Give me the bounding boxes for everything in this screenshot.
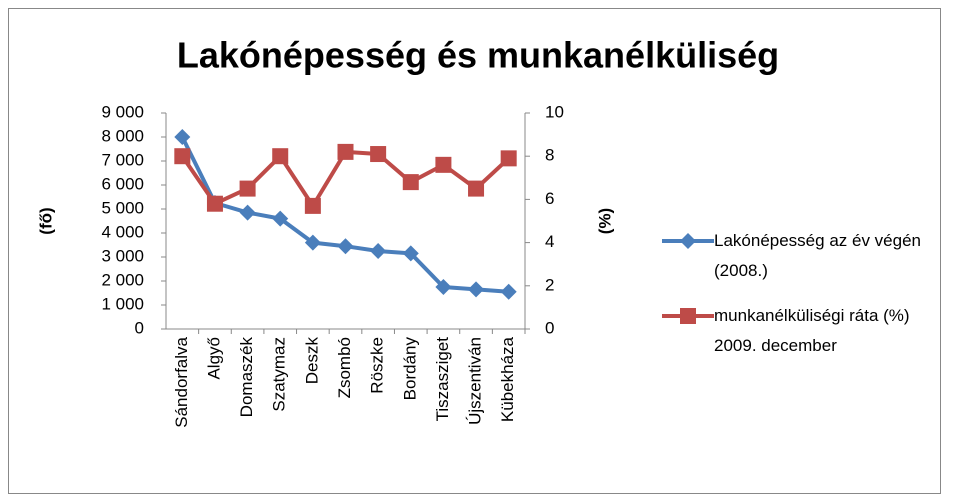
y-tick-label: 7 000 — [101, 150, 144, 169]
y2-tick-label: 6 — [545, 189, 554, 208]
y-tick-label: 6 000 — [101, 174, 144, 193]
marker — [370, 243, 387, 259]
x-tick-label: Deszk — [302, 337, 321, 385]
marker — [402, 245, 419, 262]
marker — [337, 238, 354, 255]
marker — [174, 129, 191, 145]
marker — [239, 180, 256, 197]
marker — [500, 150, 517, 167]
legend-entry: munkanélküliségi ráta (%) 2009. december — [662, 301, 947, 361]
y-tick-label: 1 000 — [101, 294, 144, 313]
marker — [402, 174, 419, 191]
y-tick-label: 0 — [135, 318, 144, 337]
y-tick-label: 3 000 — [101, 246, 144, 265]
y2-axis-label: (%) — [595, 208, 614, 234]
marker — [500, 283, 517, 300]
y-axis-label: (fő) — [36, 207, 55, 234]
y-tick-label: 4 000 — [101, 222, 144, 241]
x-tick-label: Bordány — [400, 337, 419, 401]
chart-title: Lakónépesség és munkanélküliség — [177, 35, 779, 76]
marker — [468, 281, 485, 298]
legend-swatch — [662, 308, 714, 324]
x-tick-label: Domaszék — [237, 337, 256, 418]
x-tick-label: Szatymaz — [270, 337, 289, 412]
marker — [304, 234, 321, 251]
y-tick-label: 2 000 — [101, 270, 144, 289]
chart-border — [8, 8, 941, 494]
legend-label: Lakónépesség az év végén (2008.) — [714, 231, 921, 280]
marker — [370, 146, 387, 163]
marker — [206, 195, 223, 212]
y-tick-label: 8 000 — [101, 126, 144, 145]
x-tick-label: Algyő — [204, 337, 223, 380]
marker — [435, 279, 452, 295]
marker — [337, 143, 354, 160]
y2-tick-label: 10 — [545, 102, 564, 121]
marker — [239, 204, 256, 221]
x-tick-label: Újszentiván — [466, 337, 485, 425]
marker — [174, 148, 191, 165]
marker — [304, 197, 321, 214]
marker — [272, 210, 289, 227]
marker — [468, 180, 485, 197]
y2-tick-label: 8 — [545, 146, 554, 165]
y2-tick-label: 0 — [545, 318, 554, 337]
x-tick-label: Tiszasziget — [433, 337, 452, 422]
y2-tick-label: 4 — [545, 232, 554, 251]
x-tick-label: Kübekháza — [498, 336, 517, 422]
y-tick-label: 5 000 — [101, 198, 144, 217]
x-tick-label: Sándorfalva — [172, 336, 191, 427]
x-tick-label: Röszke — [368, 337, 387, 394]
x-tick-label: Zsombó — [335, 337, 354, 398]
legend-entry: Lakónépesség az év végén (2008.) — [662, 226, 947, 286]
y2-tick-label: 2 — [545, 275, 554, 294]
legend-label: munkanélküliségi ráta (%) 2009. december — [714, 306, 910, 355]
marker — [272, 148, 289, 165]
legend-swatch — [662, 233, 714, 249]
y-tick-label: 9 000 — [101, 102, 144, 121]
marker — [435, 156, 452, 173]
